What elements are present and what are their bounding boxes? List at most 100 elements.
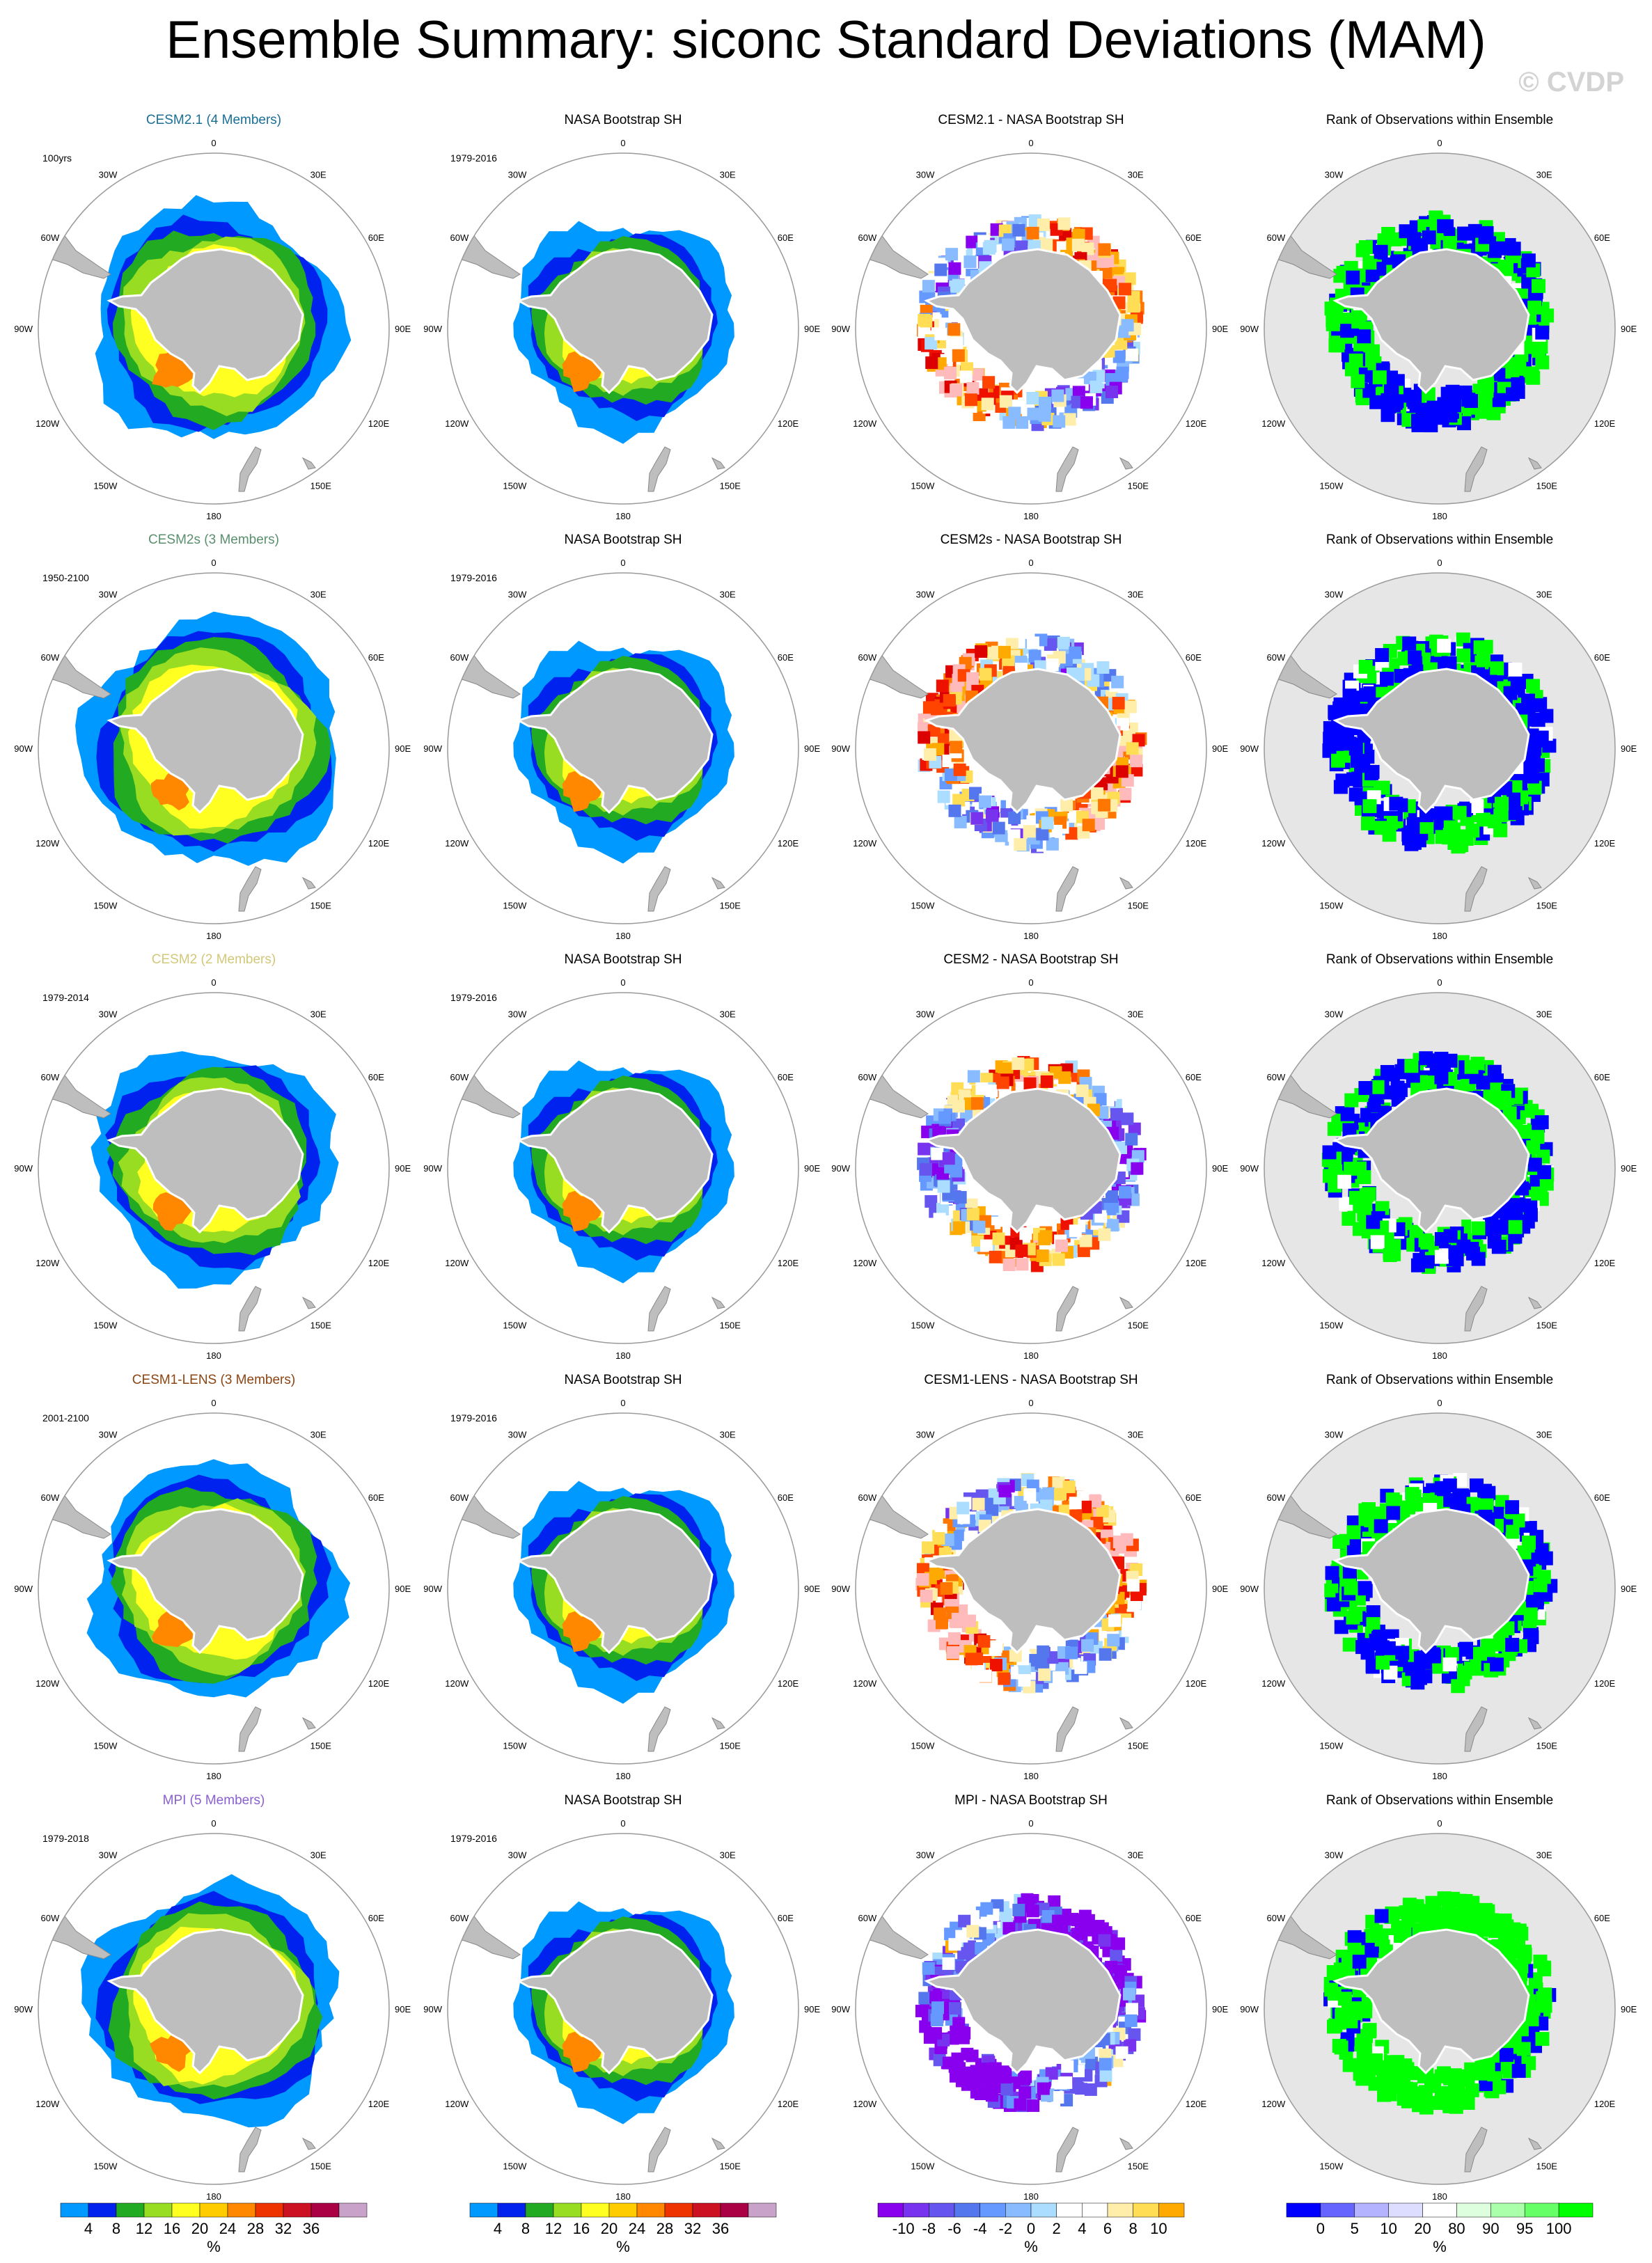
- diff-cell: [918, 1142, 931, 1156]
- rank-cell: [1478, 230, 1493, 244]
- lon-label-30e: 30E: [310, 1429, 327, 1440]
- colorbar-tick-label: -10: [892, 2220, 915, 2237]
- lon-label-60w: 60W: [858, 1072, 877, 1082]
- diff-cell: [1099, 266, 1112, 279]
- map-content: [38, 153, 389, 504]
- rank-cell: [1434, 1249, 1449, 1264]
- diff-cell: [979, 1669, 992, 1682]
- lon-label-30w: 30W: [916, 1429, 935, 1440]
- period-label: 1979-2016: [450, 1412, 497, 1424]
- map-content: [1264, 993, 1615, 1343]
- diff-cell: [1019, 2070, 1032, 2083]
- rank-cell: [1532, 278, 1546, 293]
- diff-cell: [1112, 697, 1125, 710]
- diff-cell: [1099, 1648, 1112, 1661]
- diff-cell: [1127, 299, 1140, 313]
- rank-cell: [1399, 2083, 1414, 2097]
- diff-cell: [992, 1232, 1005, 1245]
- rank-cell: [1495, 241, 1509, 255]
- lon-label-30w: 30W: [916, 589, 935, 599]
- diff-cell: [937, 733, 950, 746]
- map-boundary: [447, 572, 799, 924]
- diff-cell: [1105, 1190, 1118, 1203]
- lon-label-30e: 30E: [1536, 1009, 1552, 1019]
- diff-cell: [1098, 798, 1111, 812]
- rank-cell: [1359, 1188, 1374, 1203]
- period-label: 1979-2014: [42, 992, 89, 1003]
- colorbar-swatch: [1422, 2202, 1457, 2218]
- rank-cell: [1383, 1248, 1397, 1263]
- diff-cell: [989, 1643, 1002, 1656]
- lon-label-150e: 150E: [1128, 481, 1149, 491]
- lon-label-90e: 90E: [395, 1584, 411, 1594]
- diff-cell: [942, 1957, 955, 1970]
- diff-field: [917, 1056, 1147, 1272]
- lon-label-0: 0: [620, 977, 625, 988]
- lon-label-90w: 90W: [423, 743, 442, 754]
- colorbar-tick-label: 4: [84, 2220, 93, 2237]
- new-zealand-land: [1464, 446, 1488, 492]
- lon-label-180: 180: [1023, 511, 1039, 521]
- lon-label-30e: 30E: [310, 1009, 327, 1019]
- rank-cell: [1451, 1679, 1465, 1694]
- diff-cell: [1124, 2014, 1138, 2027]
- lon-label-90e: 90E: [804, 324, 820, 334]
- lon-label-90w: 90W: [423, 324, 442, 334]
- rank-cell: [1527, 1158, 1542, 1172]
- diff-cell: [1023, 1488, 1037, 1501]
- rank-cell: [1337, 1174, 1352, 1189]
- diff-cell: [954, 1191, 967, 1204]
- colorbar-swatch: [1030, 2202, 1057, 2218]
- diff-cell: [943, 694, 956, 707]
- diff-cell: [1074, 1661, 1087, 1674]
- colorbar-swatch: [1056, 2202, 1083, 2218]
- new-zealand-land: [647, 866, 671, 912]
- lon-label-180: 180: [1023, 1771, 1039, 1781]
- colorbar-tick-label: 0: [1027, 2220, 1035, 2237]
- diff-cell: [952, 1100, 965, 1113]
- diff-cell: [919, 1162, 932, 1176]
- lon-label-180: 180: [206, 931, 221, 941]
- lon-label-30e: 30E: [720, 1429, 736, 1440]
- lon-label-30e: 30E: [720, 169, 736, 180]
- rank-cell: [1434, 806, 1449, 821]
- colorbar-tick-label: 24: [629, 2220, 645, 2237]
- rank-field: [1324, 210, 1555, 433]
- rank-cell: [1352, 1222, 1367, 1236]
- rank-cell: [1456, 648, 1471, 663]
- diff-cell: [947, 323, 961, 336]
- diff-cell: [1120, 1533, 1133, 1546]
- lon-label-90e: 90E: [1212, 1163, 1228, 1174]
- lon-label-30w: 30W: [508, 169, 527, 180]
- diff-cell: [982, 242, 996, 255]
- diff-cell: [999, 395, 1012, 408]
- lon-label-180: 180: [615, 1350, 631, 1361]
- diff-cell: [1051, 389, 1064, 402]
- lon-label-120e: 120E: [1186, 1258, 1207, 1268]
- diff-cell: [948, 1938, 961, 1951]
- rank-cell: [1408, 650, 1422, 665]
- diff-cell: [1108, 1614, 1122, 1627]
- rank-cell: [1533, 1578, 1548, 1593]
- map-content: [448, 573, 799, 924]
- rank-cell: [1465, 823, 1480, 838]
- lon-label-120e: 120E: [368, 838, 390, 849]
- rank-cell: [1509, 674, 1523, 688]
- antarctica-land: [1332, 248, 1530, 395]
- diff-cell: [982, 376, 996, 389]
- lon-label-90e: 90E: [804, 743, 820, 754]
- lon-label-30w: 30W: [916, 169, 935, 180]
- map-content: [1264, 153, 1615, 504]
- lon-label-90w: 90W: [423, 2004, 442, 2014]
- rank-cell: [1383, 2087, 1397, 2102]
- panel-title: CESM2 - NASA Bootstrap SH: [943, 952, 1118, 967]
- diff-cell: [947, 1632, 961, 1645]
- diff-cell: [1060, 798, 1073, 812]
- lon-label-30w: 30W: [1325, 589, 1344, 599]
- rank-cell: [1539, 1551, 1553, 1566]
- lon-label-120e: 120E: [1186, 2099, 1207, 2109]
- rank-cell: [1456, 632, 1470, 647]
- lon-label-30w: 30W: [99, 589, 118, 599]
- rank-cell: [1488, 814, 1502, 828]
